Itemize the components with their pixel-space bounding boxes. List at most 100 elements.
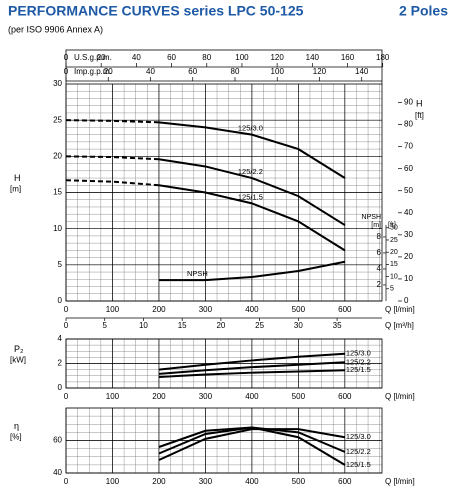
x-tick-label: 500 — [292, 392, 306, 401]
x-tick-label: 300 — [199, 305, 213, 314]
x-axis-label: Q [l/min] — [385, 477, 415, 486]
y-tick-label: 25 — [53, 115, 62, 124]
npsh-ft-tick-label: 15 — [390, 261, 398, 268]
curve — [158, 184, 346, 252]
x-tick-label: 300 — [199, 392, 213, 401]
x-tick-label: 0 — [64, 477, 69, 486]
x-tick-label: 300 — [199, 477, 213, 486]
y-tick-label: 40 — [53, 468, 62, 477]
top-axis-tick-label: 0 — [64, 67, 69, 76]
curve — [158, 369, 345, 378]
top-axis-tick-label: 100 — [235, 53, 249, 62]
y2-tick-label: 80 — [404, 120, 413, 129]
top-axis-label: Imp.g.p.m. — [74, 67, 112, 76]
bottom-axis2-tick-label: 10 — [139, 321, 148, 330]
series-label: 125/2.2 — [346, 357, 371, 366]
x-axis-label: Q [l/min] — [385, 392, 415, 401]
y-axis-unit: [m] — [10, 185, 21, 194]
x-tick-label: 500 — [292, 477, 306, 486]
y-axis-unit: [kW] — [10, 356, 26, 365]
top-axis-tick-label: 20 — [104, 67, 113, 76]
y2-tick-label: 60 — [404, 164, 413, 173]
top-axis-tick-label: 60 — [167, 53, 176, 62]
series-label: 125/3.0 — [346, 349, 371, 358]
npsh-ft-tick-label: 10 — [390, 273, 398, 280]
y2-axis-unit: [ft] — [415, 111, 424, 120]
x-tick-label: 400 — [245, 305, 259, 314]
x-tick-label: 200 — [152, 477, 166, 486]
y2-tick-label: 50 — [404, 186, 413, 195]
series-label: 125/3.0 — [238, 124, 263, 133]
x-tick-label: 100 — [106, 477, 120, 486]
x-tick-label: 500 — [292, 305, 306, 314]
y-tick-label: 2 — [58, 359, 63, 368]
x-tick-label: 100 — [106, 305, 120, 314]
y-tick-label: 5 — [58, 260, 63, 269]
y2-tick-label: 0 — [404, 296, 409, 305]
top-axis-tick-label: 80 — [202, 53, 211, 62]
series-label: 125/1.5 — [238, 192, 263, 201]
series-label: 125/1.5 — [346, 365, 371, 374]
y2-tick-label: 90 — [404, 98, 413, 107]
y-tick-label: 60 — [53, 436, 62, 445]
top-axis-tick-label: 80 — [231, 67, 240, 76]
top-axis-tick-label: 140 — [355, 67, 369, 76]
y-tick-label: 20 — [53, 151, 62, 160]
x-axis-label: Q [l/min] — [385, 305, 415, 314]
top-axis-tick-label: 180 — [376, 53, 390, 62]
top-axis-tick-label: 0 — [64, 53, 69, 62]
series-label: 125/3.0 — [346, 432, 371, 441]
top-axis-tick-label: 120 — [313, 67, 327, 76]
subtitle: (per ISO 9906 Annex A) — [8, 24, 103, 34]
curve — [158, 361, 345, 375]
bottom-axis2-tick-label: 30 — [294, 321, 303, 330]
y2-tick-label: 40 — [404, 208, 413, 217]
bottom-axis2-tick-label: 25 — [255, 321, 264, 330]
curve — [158, 260, 346, 282]
npsh-ft-tick-label: 25 — [390, 237, 398, 244]
x-tick-label: 600 — [338, 477, 352, 486]
npsh-ft-tick-label: 20 — [390, 249, 398, 256]
y2-tick-label: 20 — [404, 252, 413, 261]
series-label: 125/2.2 — [346, 447, 371, 456]
y2-tick-label: 70 — [404, 142, 413, 151]
x-tick-label: 200 — [152, 305, 166, 314]
series-label: NPSH — [187, 269, 208, 278]
npsh-tick-label: 4 — [377, 264, 382, 273]
curve — [158, 426, 346, 466]
y-tick-label: 30 — [53, 79, 62, 88]
series-label: 125/1.5 — [346, 460, 371, 469]
y-tick-label: 4 — [58, 334, 63, 343]
npsh-tick-label: 2 — [377, 280, 382, 289]
curve — [158, 352, 345, 371]
top-axis-tick-label: 40 — [146, 67, 155, 76]
x-tick-label: 100 — [106, 392, 120, 401]
x-tick-label: 600 — [338, 305, 352, 314]
x-tick-label: 600 — [338, 392, 352, 401]
bottom-axis2-tick-label: 0 — [64, 321, 69, 330]
y-axis-label: η — [14, 421, 19, 431]
top-axis-tick-label: 60 — [188, 67, 197, 76]
y-tick-label: 0 — [58, 296, 63, 305]
top-axis-tick-label: 140 — [306, 53, 320, 62]
curve — [158, 428, 345, 461]
npsh-tick-label: 8 — [377, 232, 382, 241]
y2-tick-label: 10 — [404, 274, 413, 283]
npsh-axis-label: NPSH — [362, 214, 381, 221]
y-tick-label: 10 — [53, 224, 62, 233]
y-tick-label: 15 — [53, 188, 62, 197]
npsh-axis-unit: [m] — [371, 222, 381, 229]
bottom-axis2-tick-label: 15 — [178, 321, 187, 330]
top-axis-tick-label: 40 — [132, 53, 141, 62]
bottom-axis2-tick-label: 35 — [333, 321, 342, 330]
y-axis-label: H — [14, 173, 21, 183]
x-tick-label: 400 — [245, 392, 259, 401]
top-axis-tick-label: 160 — [341, 53, 355, 62]
npsh-axis-unit2: [ft] — [388, 222, 396, 229]
y-axis-unit: [%] — [10, 433, 22, 442]
y-tick-label: 0 — [58, 383, 63, 392]
title: PERFORMANCE CURVES series LPC 50-125 — [8, 3, 304, 19]
npsh-ft-tick-label: 30 — [390, 225, 398, 232]
npsh-tick-label: 6 — [377, 248, 382, 257]
